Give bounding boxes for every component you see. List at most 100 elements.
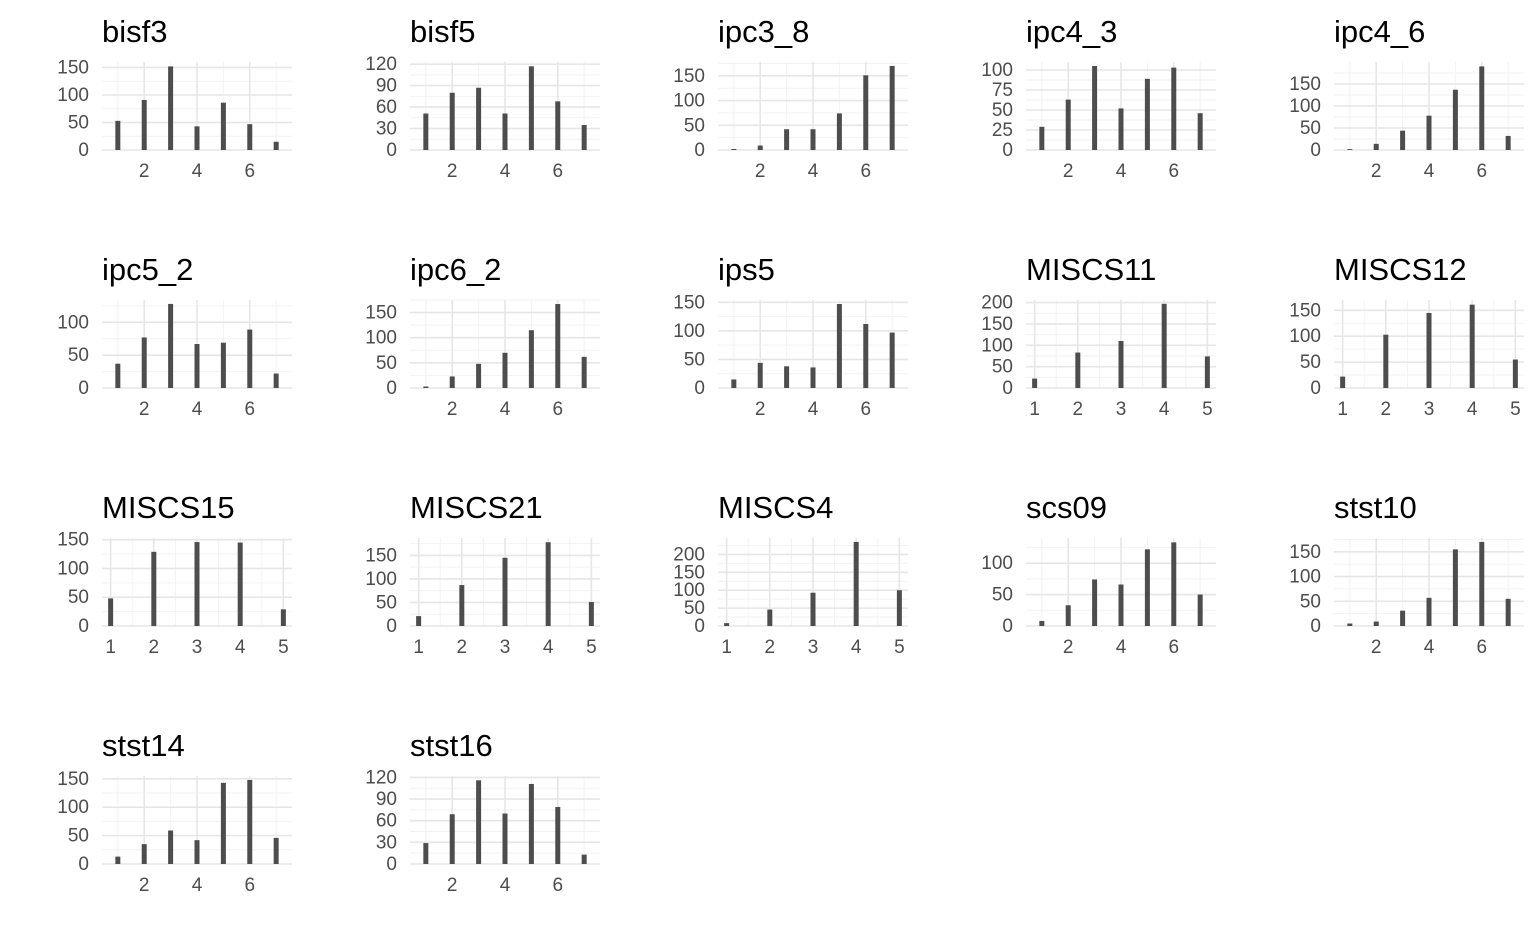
bar (1505, 135, 1511, 150)
bar (449, 814, 455, 864)
x-tick-label: 4 (1116, 637, 1127, 658)
x-tick-label: 6 (552, 399, 563, 420)
bar (194, 840, 200, 864)
bar (1144, 549, 1150, 626)
bar (1092, 579, 1098, 626)
x-tick-label: 2 (139, 399, 150, 420)
bar (502, 352, 508, 388)
y-tick-label: 0 (386, 378, 397, 399)
x-tick-label: 4 (808, 161, 819, 182)
panel-title: ipc5_2 (102, 252, 193, 287)
bar (896, 590, 902, 626)
panel-title: ipc4_6 (1334, 14, 1425, 49)
y-tick-label: 50 (1300, 591, 1321, 612)
bar (115, 363, 121, 388)
y-tick-label: 120 (365, 54, 397, 75)
panel-title: stst10 (1334, 490, 1417, 525)
bar (1383, 334, 1389, 388)
y-tick-label: 50 (684, 598, 705, 619)
bar (194, 542, 200, 626)
bar (220, 102, 226, 150)
panel-title: scs09 (1026, 490, 1107, 525)
bar (423, 113, 429, 150)
x-tick-label: 3 (1116, 399, 1127, 420)
facet-panel-MISCS12: 0 50 100 150 1 2 3 4 5 MISCS12 (1289, 252, 1524, 420)
panel-title: MISCS4 (718, 490, 833, 525)
x-tick-label: 1 (1337, 399, 1348, 420)
bar (115, 856, 121, 864)
x-tick-label: 2 (1063, 161, 1074, 182)
y-tick-label: 0 (78, 140, 89, 161)
bar (416, 616, 422, 626)
bar (581, 124, 587, 150)
x-tick-label: 1 (413, 637, 424, 658)
facet-panel-stst10: 0 50 100 150 2 4 6 stst10 (1289, 490, 1524, 658)
bar (273, 373, 279, 388)
bar (528, 783, 534, 864)
x-tick-label: 4 (1424, 161, 1435, 182)
x-tick-label: 2 (149, 637, 160, 658)
bar (476, 87, 482, 150)
bar (810, 129, 816, 150)
bar (545, 542, 551, 626)
bar (1171, 67, 1177, 150)
y-tick-label: 150 (365, 303, 397, 324)
y-tick-label: 100 (57, 85, 89, 106)
y-tick-label: 50 (684, 115, 705, 136)
y-tick-label: 100 (1289, 567, 1321, 588)
y-tick-label: 100 (673, 91, 705, 112)
y-tick-label: 100 (57, 558, 89, 579)
bar (889, 332, 895, 388)
x-tick-label: 2 (755, 399, 766, 420)
bar (449, 92, 455, 150)
bar (237, 542, 243, 626)
facet-panel-ipc6_2: 0 50 100 150 2 4 6 ipc6_2 (365, 252, 600, 420)
y-tick-label: 0 (78, 854, 89, 875)
y-tick-label: 0 (1310, 616, 1321, 637)
x-tick-label: 2 (1371, 161, 1382, 182)
bar (555, 101, 561, 150)
bar (1118, 584, 1124, 626)
panel-title: MISCS15 (102, 490, 235, 525)
x-tick-label: 2 (1381, 399, 1392, 420)
x-tick-label: 2 (139, 161, 150, 182)
bar (168, 830, 174, 864)
x-tick-label: 5 (1202, 399, 1213, 420)
y-tick-label: 100 (365, 569, 397, 590)
x-tick-label: 4 (1116, 161, 1127, 182)
bar (168, 303, 174, 388)
bar (731, 149, 737, 150)
bar (555, 807, 561, 864)
x-tick-label: 6 (552, 875, 563, 896)
bar (863, 75, 869, 150)
y-tick-label: 0 (78, 616, 89, 637)
bar (1373, 143, 1379, 150)
x-tick-label: 1 (105, 637, 116, 658)
y-tick-label: 100 (57, 312, 89, 333)
x-tick-label: 4 (851, 637, 862, 658)
facet-panel-ips5: 0 50 100 150 2 4 6 ips5 (673, 252, 908, 420)
bar (528, 66, 534, 150)
bar (476, 780, 482, 864)
panel-title: MISCS12 (1334, 252, 1467, 287)
bar (1426, 597, 1432, 626)
y-tick-label: 90 (376, 76, 397, 97)
bar (528, 330, 534, 388)
y-tick-label: 50 (376, 592, 397, 613)
y-tick-label: 100 (981, 60, 1013, 81)
x-tick-label: 3 (808, 637, 819, 658)
y-tick-label: 150 (673, 66, 705, 87)
panel-title: stst14 (102, 728, 185, 763)
x-tick-label: 6 (1476, 161, 1487, 182)
bar (588, 602, 594, 626)
bar (1426, 312, 1432, 388)
bar (1075, 352, 1081, 388)
panel-title: ipc3_8 (718, 14, 809, 49)
y-tick-label: 30 (376, 119, 397, 140)
panel-title: MISCS21 (410, 490, 543, 525)
x-tick-label: 3 (500, 637, 511, 658)
